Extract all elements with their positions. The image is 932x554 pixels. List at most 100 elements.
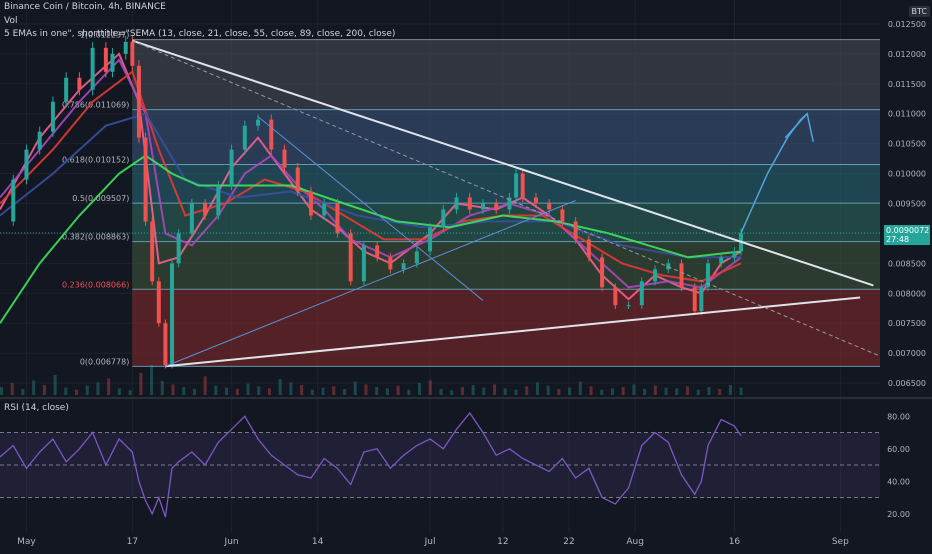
candle-body (573, 221, 578, 240)
y-tick-label: 0.006500 (888, 379, 926, 388)
volume-bar (418, 383, 422, 395)
fib-zone (132, 289, 881, 367)
y-tick-label: 0.012500 (888, 20, 926, 29)
candle-body (600, 257, 605, 288)
candle-body (335, 203, 340, 234)
candle-body (203, 203, 208, 216)
volume-bar (353, 381, 357, 395)
volume-bar (471, 385, 475, 395)
trend-line (165, 296, 861, 368)
volume-bar (375, 387, 379, 395)
volume-bar (493, 384, 497, 395)
volume-bar (150, 365, 154, 395)
candle-body (454, 197, 459, 210)
volume-bar (686, 386, 690, 395)
volume-bar (364, 384, 368, 395)
candle-body (156, 281, 161, 324)
volume-bar (739, 387, 743, 395)
volume-bar (514, 389, 518, 395)
candle-body (428, 227, 433, 252)
volume-bar (182, 387, 186, 395)
fib-zone (132, 39, 881, 110)
last-price-tag: 0.0090072 27:48 (884, 225, 930, 245)
currency-badge[interactable]: BTC (908, 6, 930, 17)
volume-bar (621, 387, 625, 395)
candle-body (269, 119, 274, 150)
y-tick-label: 0.012000 (888, 50, 926, 59)
volume-bar (396, 385, 400, 395)
candle-body (732, 251, 737, 258)
symbol-legend: Binance Coin / Bitcoin, 4h, BINANCE (4, 2, 166, 12)
x-tick-label: Jun (224, 537, 239, 547)
x-tick-label: May (17, 537, 36, 547)
x-tick-label: Jul (424, 537, 436, 547)
candle-body (639, 281, 644, 306)
candle-body (130, 41, 135, 66)
volume-bar (96, 382, 100, 395)
candle-body (77, 77, 82, 90)
candle-body (520, 173, 525, 198)
candle-body (507, 197, 512, 210)
x-tick-label: 14 (312, 537, 324, 547)
volume-bar (525, 386, 529, 395)
volume-bar (578, 381, 582, 395)
volume-bar (203, 376, 207, 395)
candle-body (481, 203, 486, 210)
volume-bar (589, 386, 593, 395)
volume-bar (460, 387, 464, 395)
volume-bar (160, 381, 164, 395)
candle-body (719, 257, 724, 264)
volume-bar (0, 387, 3, 395)
candle-body (560, 209, 565, 222)
volume-bar (300, 385, 304, 395)
candle-body (414, 251, 419, 264)
volume-bar (171, 384, 175, 395)
volume-bar (428, 380, 432, 395)
candle-body (514, 173, 519, 198)
volume-bar (568, 387, 572, 395)
volume-bar (32, 380, 36, 395)
trend-line (165, 200, 576, 367)
fib-zone (132, 241, 881, 290)
x-tick-label: Aug (626, 537, 644, 547)
candle-body (705, 263, 710, 288)
ema-legend: 5 EMAs in one", shorttitle="SEMA (13, cl… (4, 29, 396, 39)
volume-bar (546, 385, 550, 395)
volume-bar (482, 387, 486, 395)
y-tick-label: 0.010500 (888, 140, 926, 149)
fib-level-label: 0.236(0.008066) (62, 280, 129, 289)
volume-bar (257, 386, 261, 395)
candle-body (361, 245, 366, 282)
x-tick-label: Sep (832, 537, 849, 547)
candle-body (388, 257, 393, 270)
rsi-tick-label: 60.00 (887, 445, 910, 454)
candle-body (50, 101, 55, 132)
volume-bar (343, 389, 347, 395)
fib-zone (132, 109, 881, 165)
ema-line (0, 154, 742, 324)
projection-arrowhead (784, 112, 814, 142)
candle-body (699, 287, 704, 312)
x-tick-label: 17 (127, 537, 138, 547)
candle-body (103, 47, 108, 72)
fib-level-label: 0(0.006778) (80, 357, 130, 366)
candle-body (110, 53, 115, 72)
volume-bar (246, 383, 250, 395)
volume-bar (225, 387, 229, 395)
volume-bar (503, 388, 507, 395)
candle-body (692, 287, 697, 312)
volume-bar (610, 388, 614, 395)
y-tick-label: 0.009500 (888, 199, 926, 208)
rsi-tick-label: 80.00 (887, 412, 910, 421)
volume-bar (235, 389, 239, 395)
volume-bar (267, 388, 271, 395)
volume-legend: Vol (4, 16, 18, 26)
volume-bar (10, 383, 14, 395)
volume-bar (107, 378, 111, 395)
y-tick-label: 0.008500 (888, 259, 926, 268)
candle-body (150, 221, 155, 282)
candle-body (375, 245, 380, 258)
rsi-legend: RSI (14, close) (4, 403, 69, 413)
